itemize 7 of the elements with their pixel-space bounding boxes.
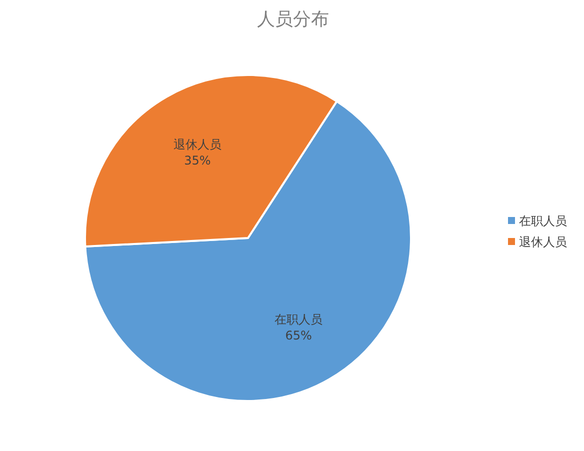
slice-label: 在职人员 <box>274 312 323 327</box>
slice-label: 退休人员 <box>173 137 222 152</box>
legend-label: 在职人员 <box>519 214 567 228</box>
data-label: 65% <box>285 328 312 343</box>
legend-label: 退休人员 <box>519 235 567 249</box>
chart-title: 人员分布 <box>257 9 329 30</box>
data-label: 35% <box>184 153 211 168</box>
